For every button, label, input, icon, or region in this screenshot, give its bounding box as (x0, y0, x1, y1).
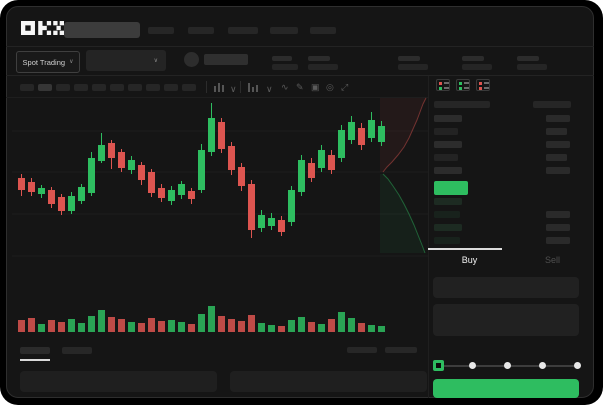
fullscreen-icon[interactable]: ⤢ (341, 82, 349, 92)
nav-item[interactable] (310, 27, 336, 34)
buy-tab-label: Buy (461, 255, 478, 265)
trade-tabs: Buy Sell (428, 250, 594, 270)
symbolbar-divider (6, 75, 594, 76)
interval-button[interactable] (146, 84, 160, 91)
buy-tab-indicator (428, 248, 502, 250)
toolbar-separator (206, 81, 207, 93)
orders-filter-skeleton[interactable] (385, 347, 417, 353)
nav-item[interactable] (270, 27, 298, 34)
interval-button[interactable] (128, 84, 142, 91)
interval-button[interactable] (20, 84, 34, 91)
tab-buy[interactable]: Buy (428, 250, 511, 270)
interval-button[interactable] (92, 84, 106, 91)
stat-value-skeleton (462, 64, 492, 70)
orderbook-ask-row[interactable] (428, 167, 594, 174)
interval-button[interactable] (164, 84, 178, 91)
okx-logo (21, 21, 64, 35)
line-chart-icon[interactable]: ∿ (281, 82, 289, 92)
slider-dot-50[interactable] (504, 362, 511, 369)
interval-button[interactable] (74, 84, 88, 91)
nav-item[interactable] (228, 27, 258, 34)
candlestick-chart-canvas[interactable] (12, 97, 429, 337)
market-type-selector[interactable]: Spot Trading ∨ (16, 51, 80, 73)
search-input[interactable] (64, 22, 140, 38)
stat-value-skeleton (272, 64, 298, 70)
tab-sell[interactable]: Sell (511, 250, 594, 270)
orderbook-bids-only-icon[interactable] (456, 79, 470, 91)
amount-input-skeleton[interactable] (433, 304, 579, 336)
orderbook-asks-only-icon[interactable] (476, 79, 490, 91)
chevron-down-icon: ∨ (153, 58, 158, 64)
interval-button[interactable] (56, 84, 70, 91)
amount-slider-handle[interactable] (433, 360, 444, 371)
stat-label-skeleton (308, 56, 330, 61)
chevron-down-icon[interactable]: ∨ (266, 84, 273, 94)
draw-pencil-icon[interactable]: ✎ (296, 82, 304, 92)
indicators-icon[interactable] (248, 83, 258, 92)
pair-selector[interactable]: ∨ (86, 50, 166, 71)
nav-item[interactable] (188, 27, 214, 34)
orderbook-last-price-bar[interactable] (434, 181, 468, 195)
stat-value-skeleton (308, 64, 338, 70)
interval-button[interactable] (38, 84, 52, 91)
slider-dot-100[interactable] (574, 362, 581, 369)
candle-type-icon[interactable] (214, 83, 224, 92)
slider-dot-75[interactable] (539, 362, 546, 369)
orderbook-ask-row[interactable] (428, 115, 594, 122)
slider-dot-25[interactable] (469, 362, 476, 369)
orderbook-bid-row[interactable] (428, 224, 594, 231)
active-tab-underline (20, 359, 50, 361)
toolbar-separator (240, 81, 241, 93)
coin-avatar (184, 52, 199, 67)
interval-button[interactable] (110, 84, 124, 91)
orderbook-ask-row[interactable] (428, 128, 594, 135)
orderbook-combined-icon[interactable] (436, 79, 450, 91)
orderbook-ask-row[interactable] (428, 154, 594, 161)
orders-filter-skeleton[interactable] (347, 347, 377, 353)
market-type-label: Spot Trading (22, 57, 66, 67)
orderbook-bid-row[interactable] (428, 198, 594, 205)
stat-value-skeleton (517, 64, 547, 70)
stat-label-skeleton (517, 56, 539, 61)
screenshot-camera-icon[interactable]: ▣ (311, 82, 320, 92)
orderbook-ask-row[interactable] (428, 141, 594, 148)
chevron-down-icon[interactable]: ∨ (230, 84, 237, 94)
panel-divider (428, 76, 429, 398)
orderbook-size-header-skeleton (533, 101, 571, 108)
stat-label-skeleton (398, 56, 420, 61)
orders-tab-active[interactable] (20, 347, 50, 354)
orders-panel-skeleton (20, 371, 217, 392)
stat-label-skeleton (462, 56, 484, 61)
orders-tab[interactable] (62, 347, 92, 354)
chevron-down-icon: ∨ (69, 59, 74, 65)
toolbar-divider (6, 97, 429, 98)
topnav-divider (6, 46, 594, 47)
orders-panel-skeleton (230, 371, 427, 392)
stat-label-skeleton (272, 56, 292, 61)
price-input-skeleton[interactable] (433, 277, 579, 298)
nav-item[interactable] (148, 27, 174, 34)
interval-button[interactable] (182, 84, 196, 91)
buy-button[interactable] (433, 379, 579, 398)
orderbook-bid-row[interactable] (428, 237, 594, 244)
sell-tab-label: Sell (544, 255, 560, 265)
last-price-skeleton (204, 54, 248, 65)
orderbook-price-header-skeleton (434, 101, 490, 108)
stat-value-skeleton (398, 64, 428, 70)
settings-target-icon[interactable]: ◎ (326, 82, 334, 92)
orderbook-bid-row[interactable] (428, 211, 594, 218)
